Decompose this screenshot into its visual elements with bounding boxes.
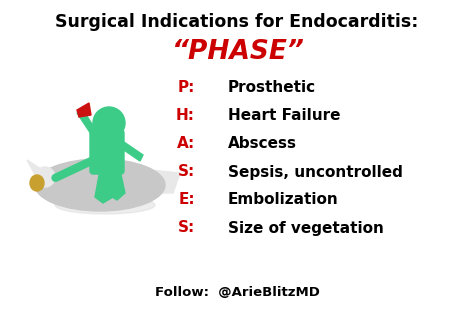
Text: P:: P:	[178, 81, 195, 96]
FancyBboxPatch shape	[90, 130, 124, 174]
Circle shape	[93, 107, 125, 139]
Ellipse shape	[30, 175, 44, 191]
Text: Sepsis, uncontrolled: Sepsis, uncontrolled	[228, 164, 403, 179]
Text: S:: S:	[178, 221, 195, 236]
Ellipse shape	[35, 159, 165, 211]
FancyArrowPatch shape	[55, 148, 118, 178]
Text: Surgical Indications for Endocarditis:: Surgical Indications for Endocarditis:	[55, 13, 419, 31]
Ellipse shape	[55, 196, 155, 214]
Polygon shape	[77, 103, 91, 117]
Polygon shape	[145, 170, 180, 193]
Polygon shape	[109, 170, 125, 200]
Text: H:: H:	[176, 108, 195, 124]
Text: “PHASE”: “PHASE”	[171, 39, 303, 65]
Text: Prosthetic: Prosthetic	[228, 81, 316, 96]
Text: Size of vegetation: Size of vegetation	[228, 221, 384, 236]
Text: Follow:  @ArieBlitzMD: Follow: @ArieBlitzMD	[155, 285, 319, 299]
Polygon shape	[77, 110, 99, 137]
Text: A:: A:	[177, 136, 195, 152]
Text: E:: E:	[178, 193, 195, 207]
Text: Embolization: Embolization	[228, 193, 339, 207]
Polygon shape	[27, 160, 70, 193]
Text: Abscess: Abscess	[228, 136, 297, 152]
Text: S:: S:	[178, 164, 195, 179]
Polygon shape	[95, 170, 113, 203]
Circle shape	[35, 167, 55, 187]
Polygon shape	[118, 140, 143, 161]
Text: Heart Failure: Heart Failure	[228, 108, 340, 124]
